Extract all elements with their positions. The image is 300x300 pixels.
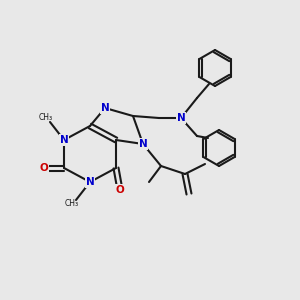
Text: N: N xyxy=(177,113,185,123)
Text: N: N xyxy=(85,177,94,187)
Text: N: N xyxy=(60,135,68,145)
Text: CH₃: CH₃ xyxy=(65,200,79,208)
Text: O: O xyxy=(40,163,48,173)
Text: CH₃: CH₃ xyxy=(39,113,53,122)
Text: N: N xyxy=(100,103,109,113)
Text: N: N xyxy=(139,139,147,149)
Text: O: O xyxy=(116,185,124,195)
